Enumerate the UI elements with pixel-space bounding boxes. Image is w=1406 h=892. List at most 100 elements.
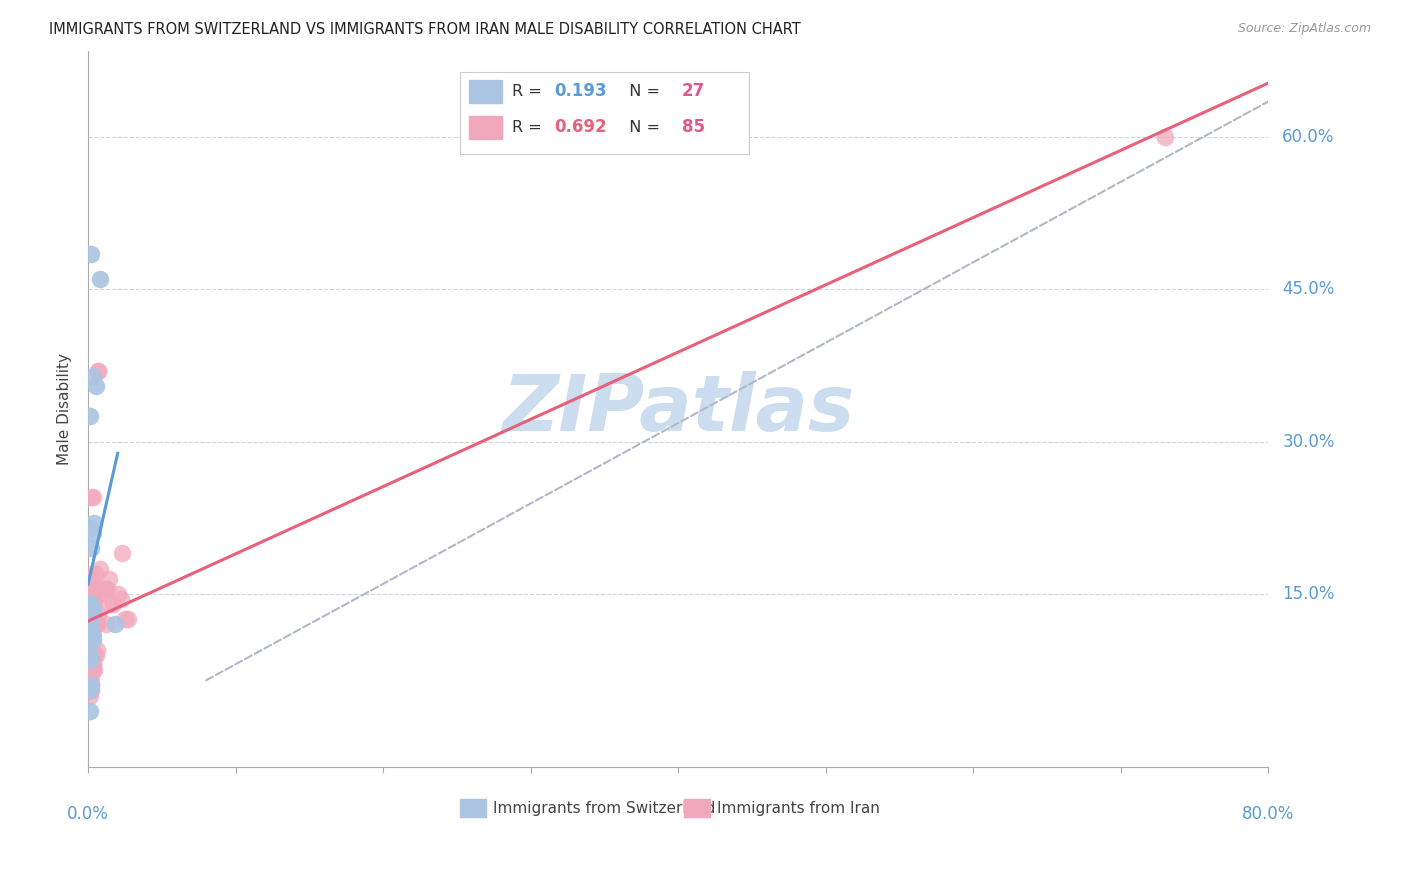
Point xyxy=(79,658,101,673)
Point xyxy=(79,638,101,652)
Point xyxy=(80,247,103,261)
Point xyxy=(86,617,108,632)
Point xyxy=(80,638,103,652)
Point xyxy=(82,602,104,616)
Point xyxy=(80,623,103,637)
Point xyxy=(87,363,110,377)
Point xyxy=(79,521,101,535)
Point xyxy=(87,607,110,622)
Point xyxy=(114,612,136,626)
Point xyxy=(79,704,101,718)
Point xyxy=(79,617,101,632)
Text: 15.0%: 15.0% xyxy=(1282,585,1334,603)
Point xyxy=(96,582,118,596)
FancyBboxPatch shape xyxy=(470,80,502,103)
Text: IMMIGRANTS FROM SWITZERLAND VS IMMIGRANTS FROM IRAN MALE DISABILITY CORRELATION : IMMIGRANTS FROM SWITZERLAND VS IMMIGRANT… xyxy=(49,22,801,37)
Point xyxy=(80,678,103,692)
Point xyxy=(79,658,101,673)
Point xyxy=(117,612,139,626)
Point xyxy=(79,617,101,632)
Point xyxy=(80,638,103,652)
Point xyxy=(82,627,104,641)
Point xyxy=(80,607,103,622)
Point xyxy=(89,272,111,286)
Point xyxy=(83,597,105,611)
Point xyxy=(79,617,101,632)
Point xyxy=(80,678,103,692)
Point xyxy=(93,582,115,596)
Point xyxy=(80,627,103,641)
Point xyxy=(79,638,101,652)
Text: 45.0%: 45.0% xyxy=(1282,280,1334,298)
Text: Immigrants from Iran: Immigrants from Iran xyxy=(717,801,880,815)
Point xyxy=(84,648,107,662)
Point xyxy=(83,516,105,530)
Text: 0.692: 0.692 xyxy=(554,119,607,136)
Point xyxy=(79,597,101,611)
Point xyxy=(79,638,101,652)
Point xyxy=(79,648,101,662)
Point xyxy=(98,597,121,611)
Point xyxy=(79,627,101,641)
Point xyxy=(82,658,104,673)
Point xyxy=(82,582,104,596)
Point xyxy=(82,658,104,673)
Point xyxy=(80,683,103,698)
Point xyxy=(82,648,104,662)
Point xyxy=(79,572,101,586)
Point xyxy=(82,582,104,596)
Text: 80.0%: 80.0% xyxy=(1241,805,1295,823)
Text: 0.0%: 0.0% xyxy=(67,805,110,823)
Point xyxy=(82,491,104,505)
Point xyxy=(86,617,108,632)
Point xyxy=(79,689,101,703)
Point xyxy=(82,663,104,677)
Point xyxy=(90,587,112,601)
Point xyxy=(82,368,104,383)
Point xyxy=(79,623,101,637)
Point xyxy=(82,576,104,591)
Point xyxy=(80,597,103,611)
Point xyxy=(79,683,101,698)
Point xyxy=(80,623,103,637)
Point xyxy=(79,653,101,667)
FancyBboxPatch shape xyxy=(460,799,486,817)
Point xyxy=(79,617,101,632)
Point xyxy=(79,597,101,611)
Point xyxy=(1154,130,1177,145)
Point xyxy=(80,663,103,677)
Point xyxy=(79,663,101,677)
Point xyxy=(82,607,104,622)
Point xyxy=(97,572,120,586)
FancyBboxPatch shape xyxy=(685,799,710,817)
Point xyxy=(79,623,101,637)
Point xyxy=(82,617,104,632)
Text: Source: ZipAtlas.com: Source: ZipAtlas.com xyxy=(1237,22,1371,36)
Point xyxy=(80,572,103,586)
Point xyxy=(80,592,103,607)
Point xyxy=(103,597,125,611)
Point xyxy=(79,612,101,626)
Point xyxy=(107,587,129,601)
Point xyxy=(84,566,107,581)
Point xyxy=(94,617,117,632)
Point xyxy=(89,561,111,575)
Point xyxy=(80,541,103,556)
Point xyxy=(79,623,101,637)
Point xyxy=(79,612,101,626)
Point xyxy=(82,526,104,541)
Y-axis label: Male Disability: Male Disability xyxy=(58,352,72,465)
Point xyxy=(79,597,101,611)
Point xyxy=(83,592,105,607)
Point xyxy=(84,617,107,632)
Point xyxy=(84,378,107,392)
Point xyxy=(82,648,104,662)
Point xyxy=(80,602,103,616)
Text: R =: R = xyxy=(512,84,547,99)
FancyBboxPatch shape xyxy=(460,72,749,154)
Text: N =: N = xyxy=(619,84,665,99)
Point xyxy=(104,617,127,632)
Text: N =: N = xyxy=(619,120,665,135)
Point xyxy=(83,612,105,626)
Point xyxy=(79,409,101,424)
